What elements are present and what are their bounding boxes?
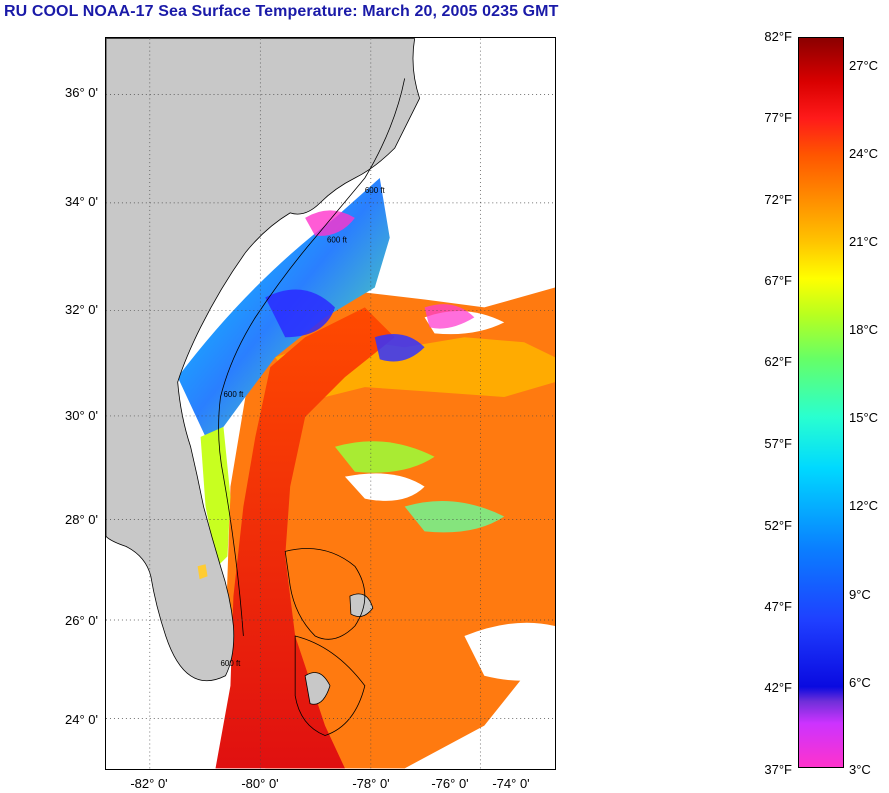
- lat-tick-32: 32° 0': [65, 302, 98, 317]
- land-bahamas-2: [349, 593, 374, 617]
- colorbar-f-42: 42°F: [764, 680, 792, 695]
- lat-tick-26: 26° 0': [65, 613, 98, 628]
- colorbar-c-12: 12°C: [849, 498, 879, 513]
- lon-tick-76: -76° 0': [431, 776, 469, 791]
- colorbar-c-9: 9°C: [849, 587, 871, 602]
- lat-tick-24: 24° 0': [65, 712, 98, 727]
- land-bahamas-1: [304, 672, 331, 705]
- sst-map-canvas[interactable]: 600 ft 600 ft 600 ft 600 ft: [105, 37, 556, 770]
- colorbar-f-37: 37°F: [764, 762, 792, 777]
- cloud-patch-1: [344, 473, 425, 501]
- colorbar-f-77: 77°F: [764, 110, 792, 125]
- lon-tick-74: -74° 0': [492, 776, 530, 791]
- isobath-contour: [218, 78, 406, 636]
- colorbar-c-15: 15°C: [849, 410, 879, 425]
- contour-label: 600 ft: [365, 186, 386, 195]
- colorbar-c-27: 27°C: [849, 58, 879, 73]
- colorbar-f-52: 52°F: [764, 518, 792, 533]
- colorbar-c-18: 18°C: [849, 322, 879, 337]
- colorbar-c-6: 6°C: [849, 675, 871, 690]
- cold-blob-east: [374, 333, 425, 362]
- lon-tick-78: -78° 0': [352, 776, 390, 791]
- lon-tick-80: -80° 0': [241, 776, 279, 791]
- florida-coastal-strip: [200, 426, 231, 567]
- colorbar-f-82: 82°F: [764, 29, 792, 44]
- colorbar-f-57: 57°F: [764, 436, 792, 451]
- lat-tick-30: 30° 0': [65, 408, 98, 423]
- land-mainland: [106, 38, 421, 682]
- contour-label: 600 ft: [220, 659, 241, 668]
- lake-okeechobee: [197, 564, 208, 580]
- green-filament-1: [334, 441, 435, 473]
- colorbar-f-47: 47°F: [764, 599, 792, 614]
- colorbar-c-24: 24°C: [849, 146, 879, 161]
- gulf-stream: [215, 307, 395, 769]
- sst-map[interactable]: 600 ft 600 ft 600 ft 600 ft: [105, 37, 556, 770]
- map-title: RU COOL NOAA-17 Sea Surface Temperature:…: [4, 3, 559, 20]
- shelf-water-deepcold: [265, 289, 335, 338]
- contour-label: 600 ft: [327, 236, 348, 245]
- colorbar-c-3: 3°C: [849, 762, 871, 777]
- contour-label: 600 ft: [223, 390, 244, 399]
- colorbar-c-21: 21°C: [849, 234, 879, 249]
- lat-tick-34: 34° 0': [65, 194, 98, 209]
- colorbar-f-72: 72°F: [764, 192, 792, 207]
- shelf-water-magenta: [305, 210, 355, 236]
- bahamas-bank-contour: [284, 548, 366, 640]
- green-filament-2: [404, 500, 505, 533]
- bahamas-bank-contour-2: [294, 635, 366, 736]
- temperature-colorbar: [798, 37, 844, 768]
- colorbar-f-62: 62°F: [764, 354, 792, 369]
- colorbar-f-67: 67°F: [764, 273, 792, 288]
- lat-tick-36: 36° 0': [65, 85, 98, 100]
- cloud-patch-2: [464, 622, 555, 681]
- lat-tick-28: 28° 0': [65, 512, 98, 527]
- lon-tick-82: -82° 0': [130, 776, 168, 791]
